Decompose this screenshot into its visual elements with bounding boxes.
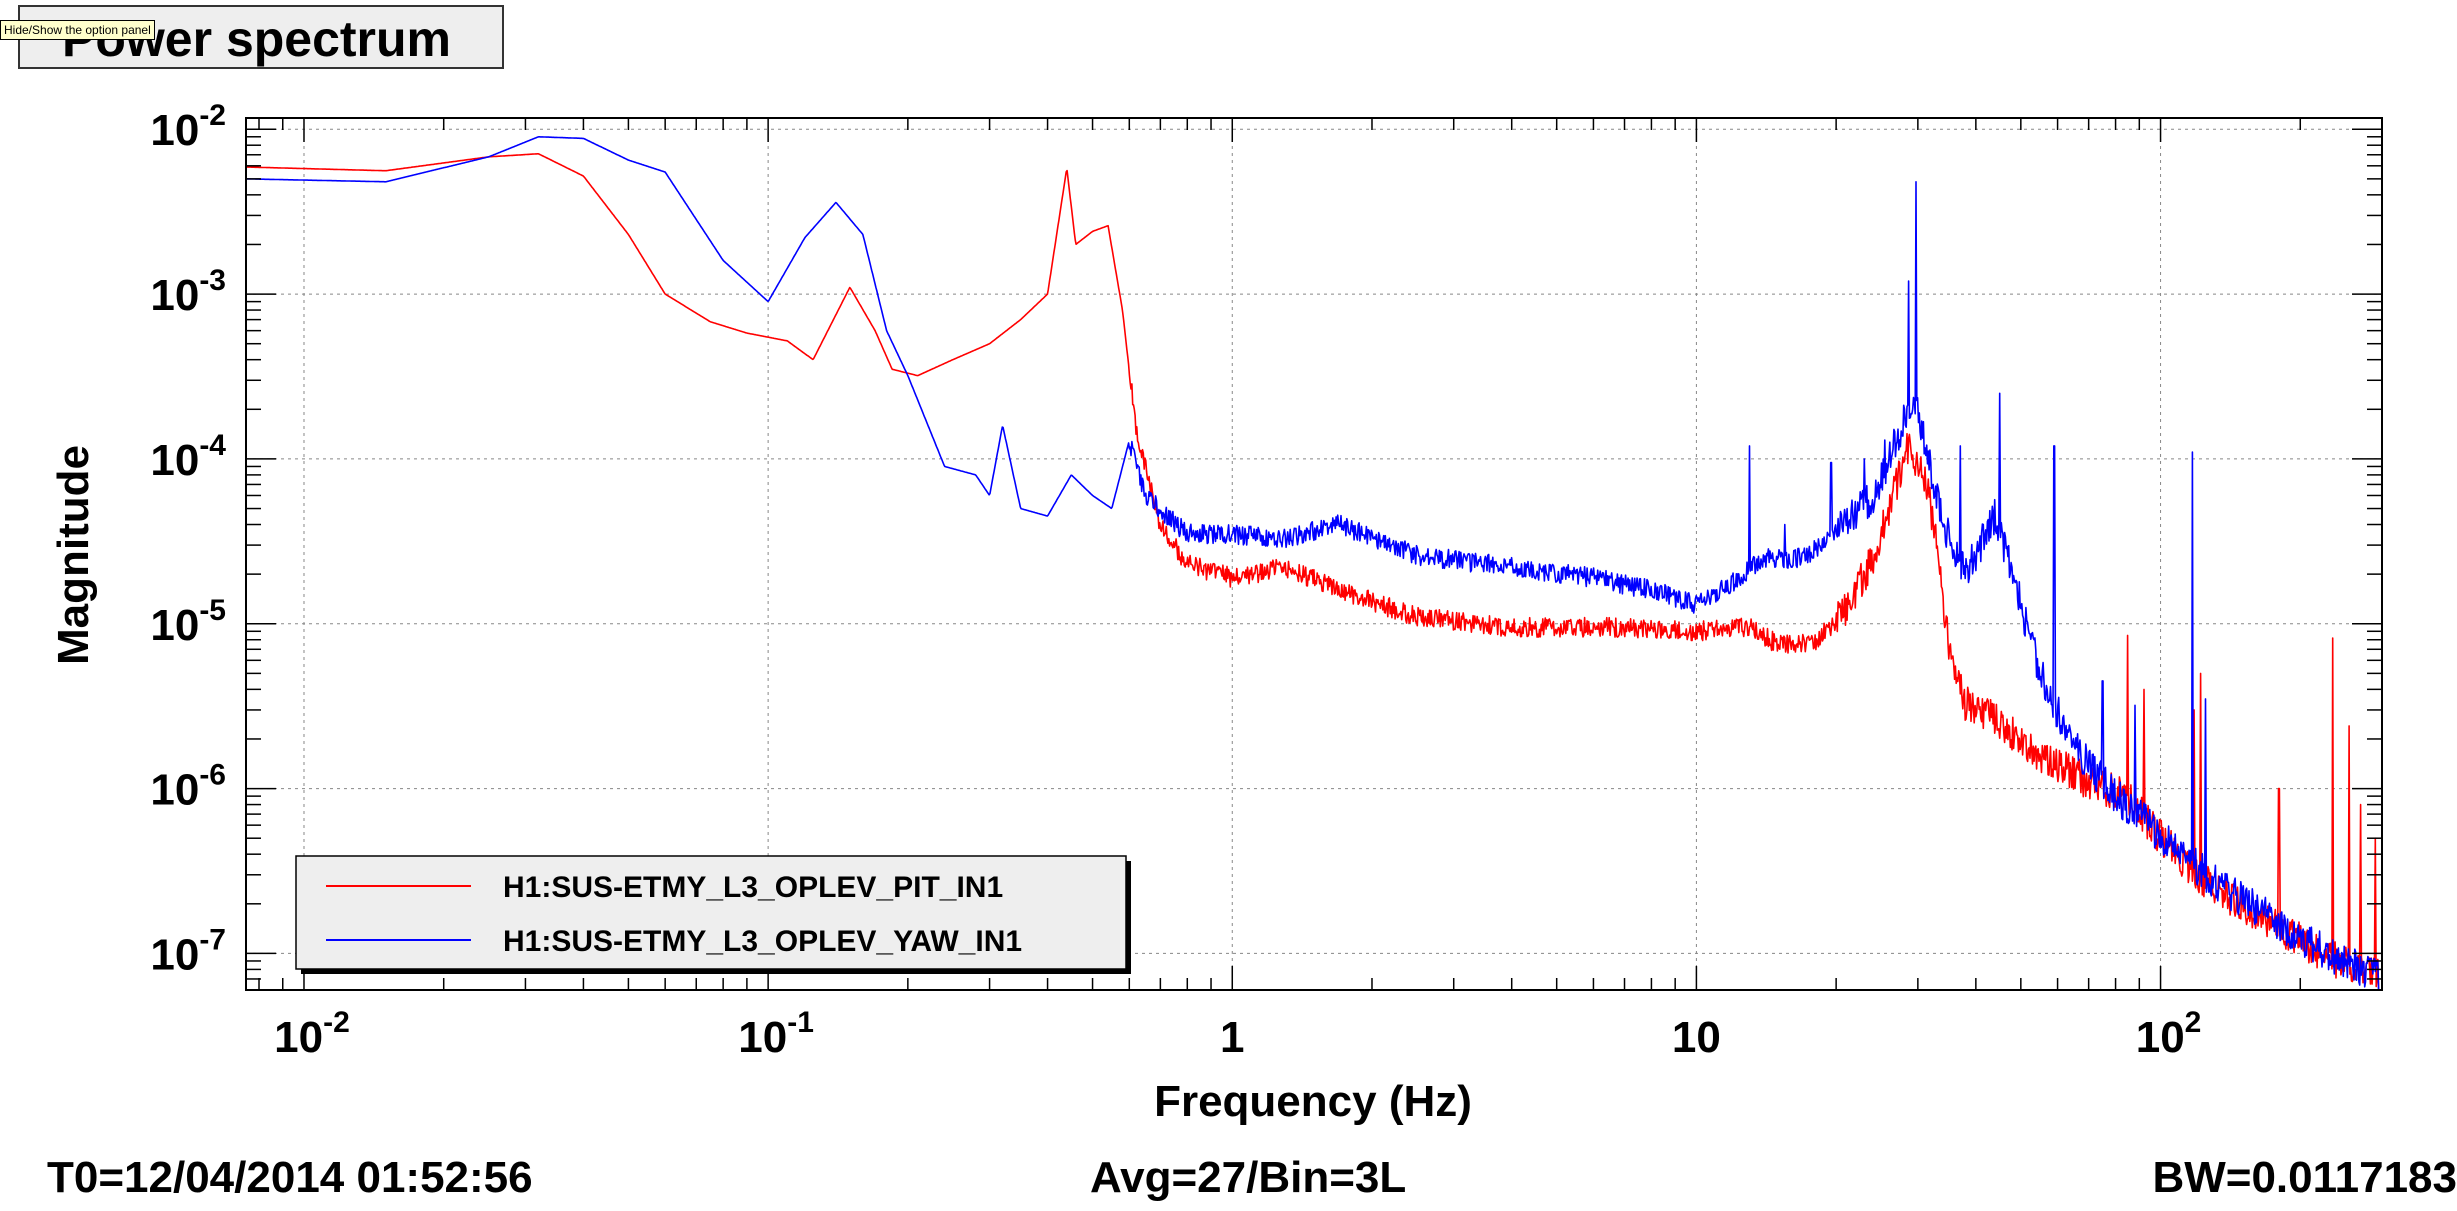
legend-box <box>295 855 1127 970</box>
y-tick-label: 10-7 <box>150 923 226 979</box>
legend: H1:SUS-ETMY_L3_OPLEV_PIT_IN1 H1:SUS-ETMY_… <box>295 855 1131 974</box>
legend-label-0: H1:SUS-ETMY_L3_OPLEV_PIT_IN1 <box>503 871 1003 904</box>
series-group <box>246 136 2380 991</box>
plot-frame <box>245 117 2383 991</box>
grid-lines <box>246 118 2382 990</box>
footer-averages: Avg=27/Bin=3L <box>1090 1153 1407 1202</box>
option-panel-tooltip: Hide/Show the option panel <box>0 20 155 40</box>
x-axis-label: Frequency (Hz) <box>1154 1077 1472 1126</box>
y-tick-label: 10-5 <box>150 594 226 650</box>
y-tick-label: 10-4 <box>150 429 226 485</box>
series-line-0 <box>246 153 2380 991</box>
plot-border <box>245 117 2383 991</box>
y-tick-label: 10-2 <box>150 99 226 155</box>
x-tick-label: 10 <box>1672 1013 1721 1062</box>
footer-start-time: T0=12/04/2014 01:52:56 <box>47 1153 533 1202</box>
x-tick-label: 10-1 <box>738 1006 814 1062</box>
y-axis-label: Magnitude <box>49 445 98 665</box>
tick-labels: 10-2 10-1 1 10 102 10-2 10-3 10-4 10-5 10-6 10-7 <box>150 99 2201 1062</box>
y-tick-label: 10-6 <box>150 759 226 815</box>
y-tick-label: 10-3 <box>150 264 226 320</box>
x-tick-label: 10-2 <box>274 1006 350 1062</box>
series-line-1 <box>246 136 2380 991</box>
x-tick-label: 102 <box>2136 1006 2202 1062</box>
axis-ticks <box>246 118 2383 991</box>
footer-bandwidth: BW=0.0117183 <box>2152 1153 2457 1202</box>
legend-label-1: H1:SUS-ETMY_L3_OPLEV_YAW_IN1 <box>503 925 1022 958</box>
x-tick-label: 1 <box>1220 1013 1244 1062</box>
